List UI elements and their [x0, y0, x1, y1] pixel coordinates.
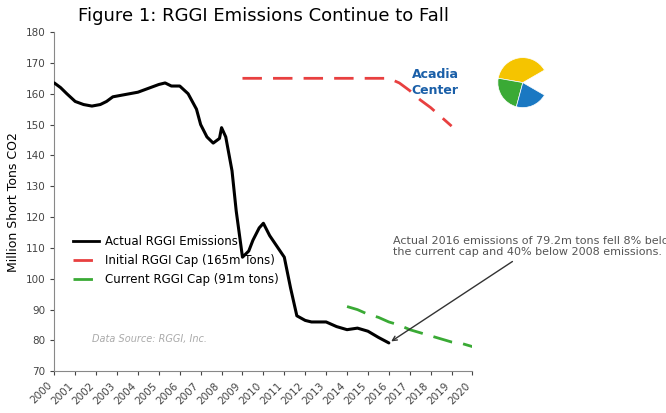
- Text: Acadia
Center: Acadia Center: [412, 68, 459, 97]
- Wedge shape: [498, 58, 544, 83]
- Text: Actual 2016 emissions of 79.2m tons fell 8% below
the current cap and 40% below : Actual 2016 emissions of 79.2m tons fell…: [392, 235, 666, 341]
- Y-axis label: Million Short Tons CO2: Million Short Tons CO2: [7, 132, 20, 272]
- Wedge shape: [498, 78, 523, 107]
- Text: Data Source: RGGI, Inc.: Data Source: RGGI, Inc.: [92, 334, 207, 344]
- Legend: Actual RGGI Emissions, Initial RGGI Cap (165m Tons), Current RGGI Cap (91m tons): Actual RGGI Emissions, Initial RGGI Cap …: [69, 230, 284, 291]
- Wedge shape: [516, 83, 544, 107]
- Title: Figure 1: RGGI Emissions Continue to Fall: Figure 1: RGGI Emissions Continue to Fal…: [78, 7, 449, 25]
